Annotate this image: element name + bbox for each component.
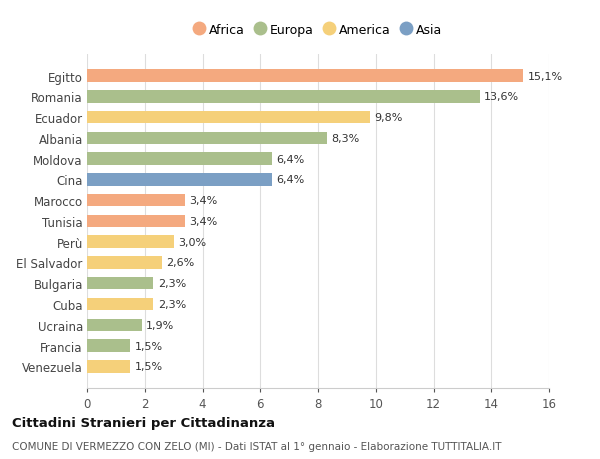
Bar bbox=[87, 195, 185, 207]
Text: 2,3%: 2,3% bbox=[158, 279, 186, 289]
Bar bbox=[87, 174, 272, 186]
Text: 8,3%: 8,3% bbox=[331, 134, 359, 144]
Bar bbox=[87, 70, 523, 83]
Text: 6,4%: 6,4% bbox=[276, 154, 304, 164]
Text: 6,4%: 6,4% bbox=[276, 175, 304, 185]
Legend: Africa, Europa, America, Asia: Africa, Europa, America, Asia bbox=[191, 22, 445, 39]
Text: COMUNE DI VERMEZZO CON ZELO (MI) - Dati ISTAT al 1° gennaio - Elaborazione TUTTI: COMUNE DI VERMEZZO CON ZELO (MI) - Dati … bbox=[12, 441, 502, 451]
Bar bbox=[87, 112, 370, 124]
Text: 1,5%: 1,5% bbox=[134, 362, 163, 371]
Bar bbox=[87, 236, 173, 248]
Bar bbox=[87, 215, 185, 228]
Bar bbox=[87, 319, 142, 331]
Bar bbox=[87, 257, 162, 269]
Bar bbox=[87, 132, 326, 145]
Bar bbox=[87, 277, 154, 290]
Text: Cittadini Stranieri per Cittadinanza: Cittadini Stranieri per Cittadinanza bbox=[12, 416, 275, 429]
Bar bbox=[87, 153, 272, 166]
Text: 2,6%: 2,6% bbox=[166, 258, 194, 268]
Text: 2,3%: 2,3% bbox=[158, 299, 186, 309]
Text: 3,0%: 3,0% bbox=[178, 237, 206, 247]
Bar bbox=[87, 340, 130, 352]
Text: 3,4%: 3,4% bbox=[190, 217, 218, 226]
Text: 1,9%: 1,9% bbox=[146, 320, 175, 330]
Bar bbox=[87, 91, 480, 103]
Text: 15,1%: 15,1% bbox=[527, 72, 562, 81]
Bar bbox=[87, 298, 154, 311]
Text: 13,6%: 13,6% bbox=[484, 92, 519, 102]
Text: 3,4%: 3,4% bbox=[190, 196, 218, 206]
Bar bbox=[87, 360, 130, 373]
Text: 1,5%: 1,5% bbox=[134, 341, 163, 351]
Text: 9,8%: 9,8% bbox=[374, 113, 403, 123]
